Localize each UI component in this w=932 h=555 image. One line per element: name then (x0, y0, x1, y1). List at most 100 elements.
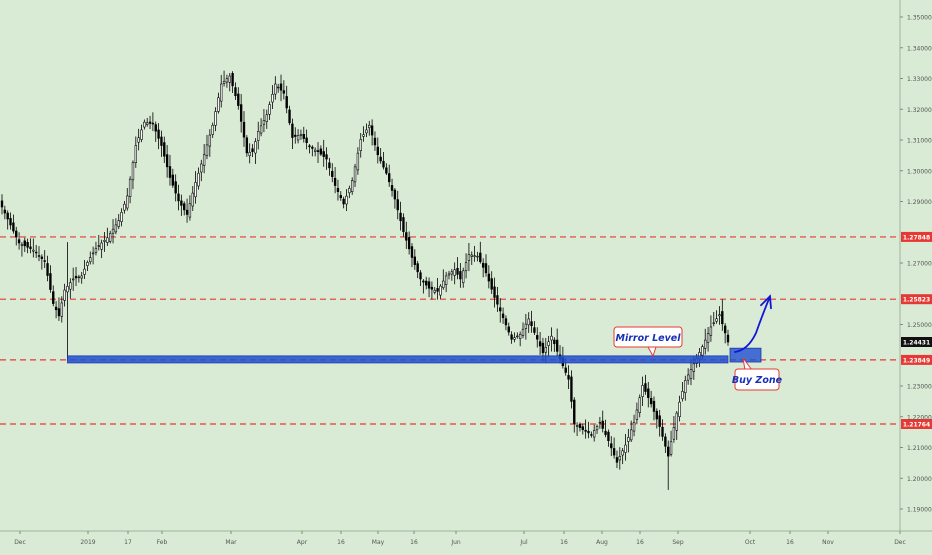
x-tick-label: Jun (450, 539, 461, 546)
candle-body (706, 333, 710, 343)
candle-body (188, 203, 192, 218)
candle-body (248, 152, 251, 157)
candle-body (513, 337, 516, 340)
candle-body (450, 271, 454, 275)
candle-body (467, 254, 471, 261)
candle-body (652, 400, 656, 412)
candle-body (516, 335, 519, 338)
level-price-label: 1.25823 (903, 297, 930, 304)
candle-body (60, 302, 63, 317)
candle-body (388, 173, 391, 183)
candle-body (128, 178, 132, 198)
candle-body (709, 326, 713, 336)
candle-body (296, 135, 300, 141)
candle-body (359, 139, 362, 151)
candle-body (32, 249, 35, 252)
x-tick-label: 2019 (80, 539, 95, 546)
candle-body (604, 430, 607, 435)
candle-body (425, 280, 428, 286)
candle-body (311, 146, 314, 149)
buy-zone-box[interactable] (729, 347, 762, 363)
candle-body (499, 307, 502, 312)
candle-body (220, 83, 223, 102)
candle-body (638, 397, 641, 413)
y-tick-label: 1.19000 (907, 507, 932, 514)
candle-body (254, 141, 257, 154)
candle-body (37, 255, 41, 257)
y-tick-label: 1.25000 (907, 322, 932, 329)
candle-body (157, 129, 160, 139)
candle-body (111, 228, 115, 234)
candle-body (433, 289, 436, 293)
x-tick-label: 16 (636, 539, 644, 546)
candle-body (54, 306, 58, 311)
candle-body (689, 369, 693, 379)
candle-body (422, 280, 425, 283)
candle-body (83, 268, 86, 275)
candle-body (345, 195, 348, 205)
candle-body (453, 269, 456, 276)
candle-body (470, 254, 473, 257)
level-price-tag (901, 294, 932, 305)
y-tick-label: 1.20000 (907, 476, 932, 483)
candle-body (103, 240, 106, 242)
candle-body (222, 81, 226, 84)
candle-body (672, 427, 676, 440)
candle-body (305, 137, 308, 143)
candle-body (259, 125, 263, 134)
candle-body (573, 399, 576, 424)
candle-body (405, 232, 408, 241)
level-price-label: 1.27848 (903, 234, 930, 241)
candle-body (669, 441, 673, 455)
candle-body (664, 436, 667, 447)
x-tick-label: 17 (124, 539, 132, 546)
candle-body (200, 163, 203, 173)
candle-body (518, 334, 522, 339)
candle-body (211, 124, 214, 135)
candle-body (481, 262, 485, 268)
candle-body (231, 73, 234, 87)
mirror-level-zone[interactable] (67, 355, 729, 364)
x-tick-label: Feb (157, 539, 168, 546)
candle-body (615, 457, 619, 463)
candle-body (316, 150, 320, 152)
y-tick-label: 1.34000 (907, 45, 932, 52)
candle-body (180, 200, 183, 206)
candle-body (590, 434, 593, 436)
candle-body (123, 203, 126, 211)
y-tick-label: 1.23000 (907, 384, 932, 391)
level-price-tag (901, 354, 932, 365)
candle-body (40, 256, 44, 259)
level-price-tag (901, 419, 932, 430)
candle-body (257, 131, 260, 141)
candle-body (29, 246, 32, 249)
candle-body (390, 185, 394, 191)
candle-body (282, 90, 286, 94)
candle-body (376, 146, 379, 156)
buy-zone-callout[interactable] (734, 368, 780, 391)
x-tick-label: Sep (672, 539, 684, 546)
candle-body (430, 286, 434, 290)
candle-body (427, 281, 431, 289)
candle-body (584, 429, 587, 432)
candle-body (368, 124, 371, 129)
candle-body (12, 222, 15, 232)
candle-body (655, 410, 659, 420)
candle-body (385, 167, 388, 174)
candle-body (621, 450, 624, 456)
candle-body (479, 252, 482, 263)
candle-body (550, 335, 553, 341)
candle-body (624, 444, 627, 453)
candle-body (356, 152, 360, 171)
candle-body (299, 134, 303, 136)
candle-body (208, 134, 212, 147)
candle-body (114, 224, 118, 233)
candle-body (675, 412, 678, 431)
candle-body (379, 156, 382, 162)
candle-body (291, 123, 294, 138)
candle-body (46, 263, 49, 276)
mirror-level-callout[interactable] (613, 326, 683, 348)
x-tick-label: Apr (297, 539, 308, 546)
